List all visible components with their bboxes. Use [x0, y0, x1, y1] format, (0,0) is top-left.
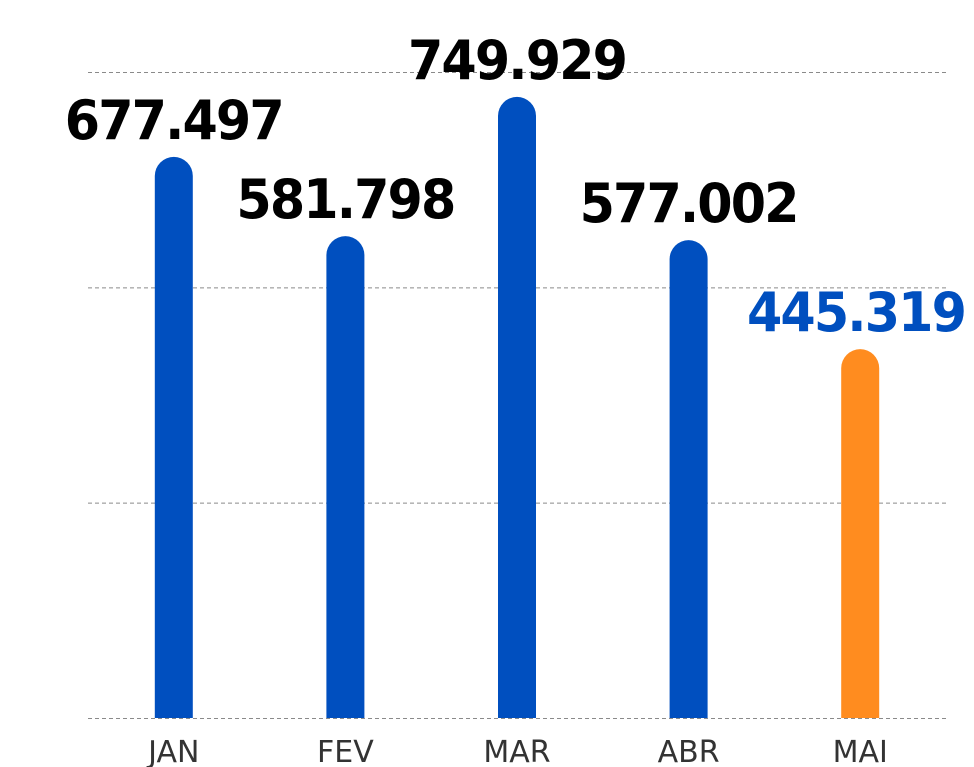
x-tick-label: FEV — [317, 735, 374, 767]
x-tick-label: JAN — [146, 735, 199, 767]
value-label: 577.002 — [580, 172, 798, 235]
bar — [154, 156, 193, 719]
value-label: 581.798 — [236, 168, 454, 231]
value-label: 677.497 — [65, 89, 283, 152]
bar — [841, 349, 880, 718]
bar — [669, 240, 708, 718]
x-tick-label: ABR — [658, 735, 720, 767]
value-label: 445.319 — [747, 281, 965, 344]
bar — [326, 236, 365, 718]
x-tick-label: MAI — [833, 735, 888, 767]
value-label: 749.929 — [408, 29, 626, 92]
bar — [498, 96, 536, 718]
x-tick-label: MAR — [483, 735, 550, 767]
